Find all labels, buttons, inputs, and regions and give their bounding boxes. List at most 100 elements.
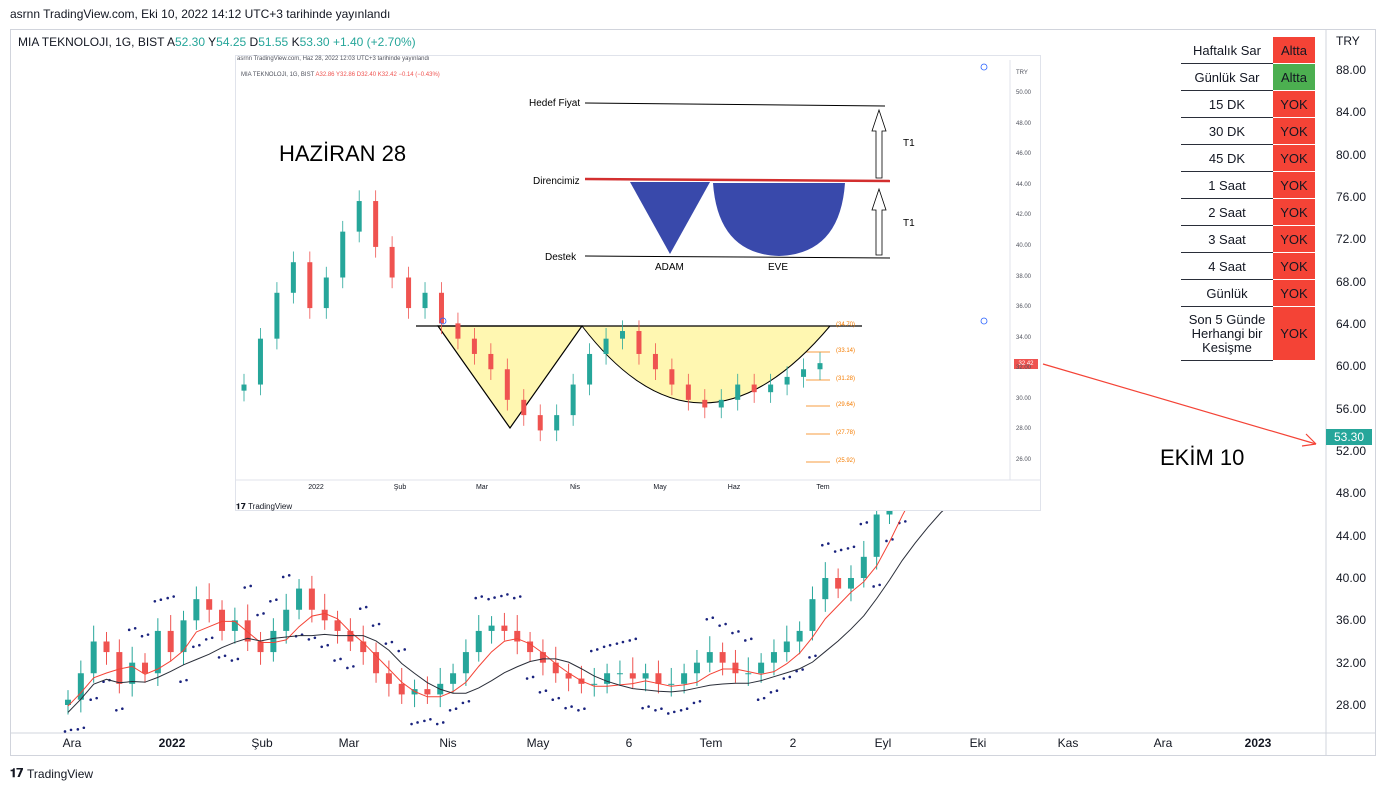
y-tick-label: 28.00: [1336, 698, 1367, 712]
inset-x-tick-label: May: [653, 484, 667, 491]
symbol-name: MIA TEKNOLOJI, 1G, BIST: [18, 35, 165, 49]
sar-dot: [551, 698, 555, 702]
inset-x-tick-label: Mar: [475, 484, 489, 491]
sar-dot: [852, 545, 856, 549]
inset-y-tick-label: 26.00: [1016, 457, 1032, 463]
sar-dot: [115, 708, 118, 712]
sar-dot: [685, 707, 689, 711]
inset-x-tick-label: 2022: [308, 484, 324, 491]
label-hedef-fiyat: Hedef Fiyat: [529, 98, 581, 109]
candle-body: [257, 641, 264, 653]
sar-dot: [589, 649, 593, 653]
sar-dot: [89, 698, 92, 702]
inset-y-tick-label: 50.00: [1016, 90, 1032, 96]
inset-footer: 𝟏𝟳 TradingView: [236, 502, 292, 512]
candle-body: [527, 641, 534, 653]
candle-body: [450, 673, 457, 684]
label-eve: EVE: [768, 262, 789, 273]
status-row: Günlük Sar Altta: [1181, 63, 1316, 91]
label-t1-lower: T1: [903, 218, 915, 229]
candle-body: [308, 588, 315, 610]
trend-arrow-head: [1301, 433, 1317, 447]
inset-x-tick-label: Tem: [816, 484, 830, 491]
sar-dot: [423, 719, 426, 723]
sar-dot: [628, 639, 632, 642]
annotation-haziran: HAZİRAN 28: [279, 141, 407, 166]
sar-dot: [474, 596, 478, 600]
footer-brand: TradingView: [27, 766, 94, 781]
sar-dot: [269, 599, 272, 603]
inset-chart-frame: [235, 55, 1041, 511]
sar-dot: [801, 668, 804, 671]
sar-dot: [352, 665, 355, 668]
inset-symbol: MIA TEKNOLOJI, 1G, BIST A32.86 Y32.86 D3…: [241, 72, 440, 78]
candle-body: [758, 662, 765, 674]
sar-dot: [166, 596, 169, 600]
sar-dot: [570, 705, 573, 708]
candle-body: [77, 673, 84, 700]
sar-dot: [307, 638, 311, 641]
sar-dot: [512, 596, 516, 600]
candle-body: [231, 620, 238, 631]
sar-dot: [69, 728, 73, 732]
candle-body: [219, 609, 226, 631]
sar-dot: [326, 643, 330, 647]
sar-dot: [172, 595, 175, 598]
inset-currency: TRY: [1016, 70, 1028, 76]
candle-body: [360, 641, 367, 653]
inset-y-tick-label: 46.00: [1016, 151, 1032, 158]
x-tick-label: Eyl: [874, 736, 892, 750]
y-tick-label: 80.00: [1336, 147, 1367, 162]
candle-body: [732, 662, 739, 674]
sar-dot: [608, 643, 612, 647]
inset-y-tick-label: 48.00: [1016, 120, 1032, 127]
candle-body: [206, 599, 213, 610]
sar-dot: [159, 598, 163, 601]
published-header: asrnn TradingView.com, Eki 10, 2022 14:1…: [10, 7, 391, 21]
candle-body: [809, 599, 816, 631]
x-tick-label: 6: [625, 736, 633, 750]
y-tick-label: 64.00: [1336, 317, 1367, 331]
sar-dot: [788, 675, 792, 679]
inset-brand: TradingView: [248, 502, 293, 511]
status-row: 30 DK YOK: [1181, 117, 1316, 145]
sar-dot: [153, 599, 157, 603]
status-row-value: YOK: [1272, 198, 1316, 226]
sar-dot: [217, 656, 221, 659]
sar-dot: [429, 717, 432, 721]
x-tick-label: May: [526, 736, 550, 750]
status-row-value: Altta: [1272, 63, 1316, 91]
status-row: 1 Saat YOK: [1181, 171, 1316, 199]
candle-body: [475, 630, 482, 653]
sar-dot: [390, 640, 394, 644]
inset-y-tick-label: 30.00: [1016, 395, 1032, 402]
candle-body: [462, 652, 469, 674]
inset-y-tick-label: 36.00: [1016, 304, 1032, 311]
open-label: A: [166, 35, 175, 49]
candle-body: [296, 588, 303, 610]
candle-body: [514, 630, 521, 642]
sar-dot: [480, 595, 484, 598]
sar-dot: [441, 721, 445, 724]
sar-dot: [641, 706, 644, 710]
candle-body: [591, 683, 598, 685]
status-row-name: Son 5 Günde Herhangi bir Kesişme: [1181, 306, 1273, 361]
y-tick-label: 52.00: [1336, 444, 1367, 458]
candle-body: [681, 673, 688, 684]
sar-dot: [230, 659, 234, 662]
y-tick-label: 60.00: [1336, 359, 1367, 374]
status-row-value: YOK: [1272, 279, 1316, 307]
sar-dot: [615, 642, 619, 645]
candle-body: [655, 673, 662, 684]
sar-dot: [287, 574, 291, 577]
x-axis[interactable]: Ara 2022 Şub Mar Nis May 6 Tem 2 Eyl Eki Kas Ara 2023: [10, 733, 1326, 755]
status-row-name: 3 Saat: [1181, 225, 1273, 253]
candle-body: [719, 652, 726, 663]
moving-average-slow-line: [67, 478, 1006, 713]
sar-dot: [346, 666, 349, 670]
inset-fib-label: (25.92): [836, 458, 856, 464]
sar-dot: [384, 642, 388, 645]
inset-fib-label: (27.78): [836, 430, 856, 436]
inset-y-tick-label: 38.00: [1016, 273, 1032, 280]
y-tick-label: 32.00: [1336, 655, 1367, 670]
